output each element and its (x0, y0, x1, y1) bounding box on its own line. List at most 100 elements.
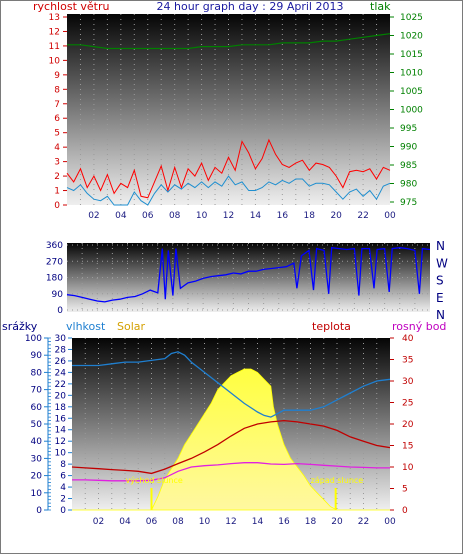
compass-label: N (436, 239, 445, 253)
panel1-left-axis-label: rychlost větru (33, 0, 109, 13)
tick-label: 10 (55, 449, 67, 459)
solar-area (72, 368, 390, 511)
tick-label: 90 (31, 351, 43, 361)
tick-label: 1000 (400, 106, 423, 116)
tick-label: 15 (402, 442, 413, 452)
tick-label: 10 (196, 211, 208, 221)
panel1-series (66, 33, 391, 206)
tick-label: 10 (199, 517, 211, 527)
tick-label: 35 (402, 356, 413, 366)
tick-label: 18 (305, 517, 317, 527)
panel1-title: 24 hour graph day : 29 April 2013 (157, 0, 344, 13)
annotation-label: západ slunce (311, 476, 364, 485)
tick-label: 20 (31, 472, 43, 482)
tick-label: 18 (304, 211, 316, 221)
tick-label: 4 (60, 483, 66, 493)
tick-label: 0 (54, 201, 60, 211)
tick-label: 980 (400, 180, 417, 190)
tick-label: 0 (402, 506, 408, 516)
panel2-series (66, 246, 431, 303)
tick-label: 1005 (400, 87, 423, 97)
tick-label: 4 (54, 143, 60, 153)
tick-label: 100 (25, 334, 42, 344)
tick-label: 02 (93, 517, 104, 527)
tick-label: 00 (384, 517, 396, 527)
tick-label: 1020 (400, 32, 423, 42)
tick-label: 10 (402, 463, 414, 473)
tick-label: 02 (88, 211, 99, 221)
tick-label: 16 (277, 211, 289, 221)
tick-label: 2 (54, 172, 60, 182)
tick-label: 14 (252, 517, 264, 527)
panel3-humidity-label: vlhkost (66, 320, 106, 333)
tick-label: 995 (400, 124, 417, 134)
tick-label: 12 (55, 437, 66, 447)
annotation-label: východ slunce (126, 476, 183, 485)
tick-label: 20 (402, 420, 414, 430)
tick-label: 40 (31, 437, 43, 447)
tick-label: 975 (400, 198, 417, 208)
panel3-x-ticks: 02 04 06 08 10 12 14 16 18 20 22 00 (93, 517, 396, 527)
tick-label: 6 (54, 114, 60, 124)
tick-label: 08 (172, 517, 184, 527)
tick-label: 28 (55, 345, 67, 355)
panel3-temp-label: teplota (312, 320, 351, 333)
panel1-right-ticks: 975 980 985 990 995 1000 1005 1010 1015 1020 1025 (390, 13, 423, 208)
tick-label: 1 (54, 187, 60, 197)
tick-label: 1010 (400, 69, 423, 79)
tick-label: 40 (402, 334, 414, 344)
tick-label: 2 (60, 495, 66, 505)
tick-label: 180 (46, 274, 63, 284)
tick-label: 3 (54, 158, 60, 168)
panel3-dew-label: rosný bod (392, 320, 446, 333)
panel1-grid (79, 14, 378, 205)
tick-label: 90 (52, 290, 64, 300)
tick-label: 00 (384, 211, 396, 221)
tick-label: 16 (55, 414, 67, 424)
tick-label: 7 (54, 100, 60, 110)
tick-label: 11 (49, 42, 60, 52)
tick-label: 60 (31, 403, 43, 413)
panel1-right-axis-label: tlak (370, 0, 391, 13)
tick-label: 10 (31, 489, 43, 499)
tick-label: 5 (54, 129, 60, 139)
compass-label: S (436, 274, 444, 288)
tick-label: 24 (55, 368, 67, 378)
tick-label: 0 (60, 506, 66, 516)
tick-label: 1025 (400, 13, 423, 23)
tick-label: 13 (49, 13, 60, 23)
tick-label: 985 (400, 161, 417, 171)
tick-label: 18 (55, 403, 67, 413)
tick-label: 30 (402, 377, 414, 387)
tick-label: 30 (55, 334, 67, 344)
compass-label: E (436, 291, 444, 305)
tick-label: 270 (46, 257, 63, 267)
compass-label: W (436, 256, 448, 270)
tick-label: 20 (331, 517, 343, 527)
tick-label: 22 (357, 211, 368, 221)
panel3-series (71, 351, 391, 511)
tick-label: 990 (400, 143, 417, 153)
tick-label: 50 (31, 420, 43, 430)
panel3-solar-label: Solar (117, 320, 146, 333)
tick-label: 12 (223, 211, 234, 221)
tick-label: 20 (55, 391, 67, 401)
tick-label: 12 (225, 517, 236, 527)
tick-label: 8 (54, 85, 60, 95)
temp-series (71, 419, 391, 475)
tick-label: 80 (31, 368, 43, 378)
tick-label: 70 (31, 386, 43, 396)
tick-label: 16 (278, 517, 290, 527)
tick-label: 14 (250, 211, 262, 221)
compass-label: N (436, 308, 445, 322)
tick-label: 9 (54, 71, 60, 81)
pressure-series (67, 33, 391, 50)
tick-label: 20 (330, 211, 342, 221)
tick-label: 6 (60, 472, 66, 482)
panel1-x-ticks: 02 04 06 08 10 12 14 16 18 20 22 00 (88, 211, 396, 221)
